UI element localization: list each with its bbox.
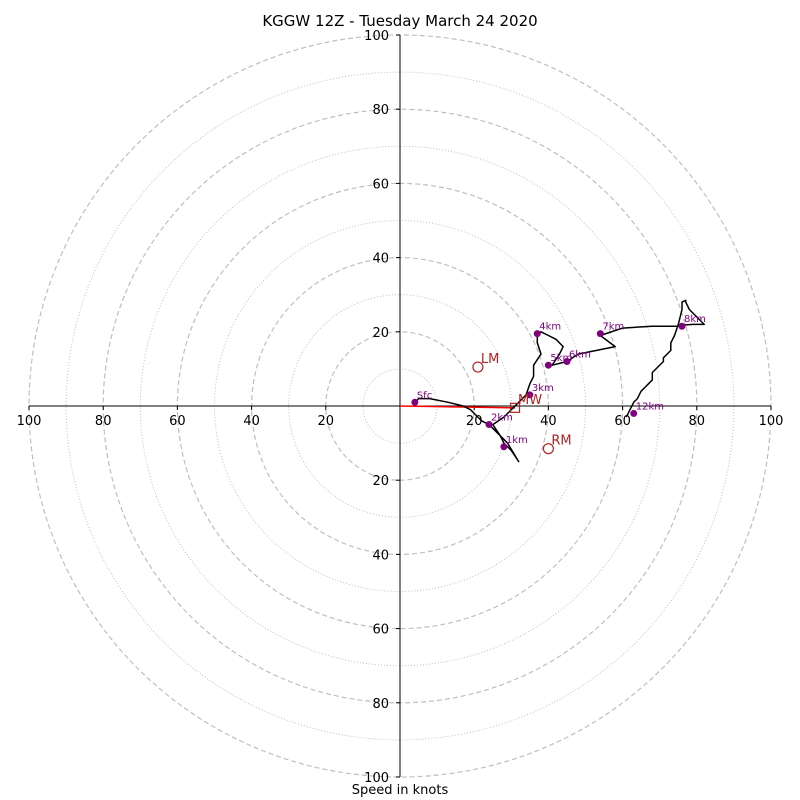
x-tick-label: 60 (614, 414, 631, 429)
x-axis-label: Speed in knots (351, 783, 449, 798)
x-tick-label: 40 (243, 414, 260, 429)
y-tick-label: 100 (364, 771, 389, 786)
hodograph-lines (399, 299, 705, 463)
y-tick-label: 40 (372, 548, 389, 563)
storm-motion-markers: LM RM MW (472, 352, 572, 455)
height-marker-7km (596, 330, 604, 338)
height-label-8km: 8km (684, 314, 706, 325)
y-tick-label: 80 (372, 103, 389, 118)
x-tick-label: 20 (466, 414, 483, 429)
x-tick-label: 80 (689, 414, 706, 429)
height-label-sfc: Sfc (417, 390, 432, 401)
storm-motion-label-lm: LM (481, 352, 499, 367)
height-label-7km: 7km (602, 322, 624, 333)
y-tick-label: 60 (372, 177, 389, 192)
storm-motion-marker-mw (509, 402, 521, 413)
x-tick-label: 20 (318, 414, 335, 429)
y-tick-label: 100 (364, 29, 389, 44)
storm-motion-label-rm: RM (551, 434, 571, 449)
x-tick-label: 40 (540, 414, 557, 429)
height-marker-8km (678, 322, 686, 330)
y-tick-label: 80 (372, 697, 389, 712)
x-tick-label: 100 (759, 414, 784, 429)
height-marker-5km (544, 361, 552, 369)
height-label-1km: 1km (506, 435, 528, 446)
height-label-3km: 3km (532, 383, 554, 394)
y-tick-label: 60 (372, 623, 389, 638)
height-marker-4km (533, 330, 541, 338)
hodograph-trace (414, 299, 705, 463)
height-marker-1km (500, 443, 508, 451)
height-label-12km: 12km (636, 401, 664, 412)
storm-motion-marker-rm (542, 443, 555, 455)
height-marker-6km (563, 357, 571, 365)
height-marker-sfc (411, 398, 419, 406)
chart-title: KGGW 12Z - Tuesday March 24 2020 (262, 12, 538, 30)
height-label-6km: 6km (569, 349, 591, 360)
height-label-5km: 5km (550, 353, 572, 364)
height-marker-12km (630, 409, 638, 417)
storm-motion-marker-lm (472, 361, 484, 373)
mean-wind-vector (399, 405, 516, 409)
storm-motion-label-mw: MW (518, 393, 542, 408)
x-tick-label: 100 (17, 414, 42, 429)
height-marker-3km (526, 391, 534, 399)
height-marker-2km (485, 421, 493, 429)
y-tick-label: 20 (372, 474, 389, 489)
y-tick-label: 40 (372, 252, 389, 267)
x-tick-label: 60 (169, 414, 186, 429)
y-tick-label: 20 (372, 326, 389, 341)
x-tick-label: 80 (95, 414, 112, 429)
height-label-4km: 4km (539, 322, 561, 333)
height-label-2km: 2km (491, 413, 513, 424)
tick-labels: 100 80 60 40 20 20 40 60 80 100 100 80 60 40 20 20 40 60 8… (17, 29, 784, 786)
